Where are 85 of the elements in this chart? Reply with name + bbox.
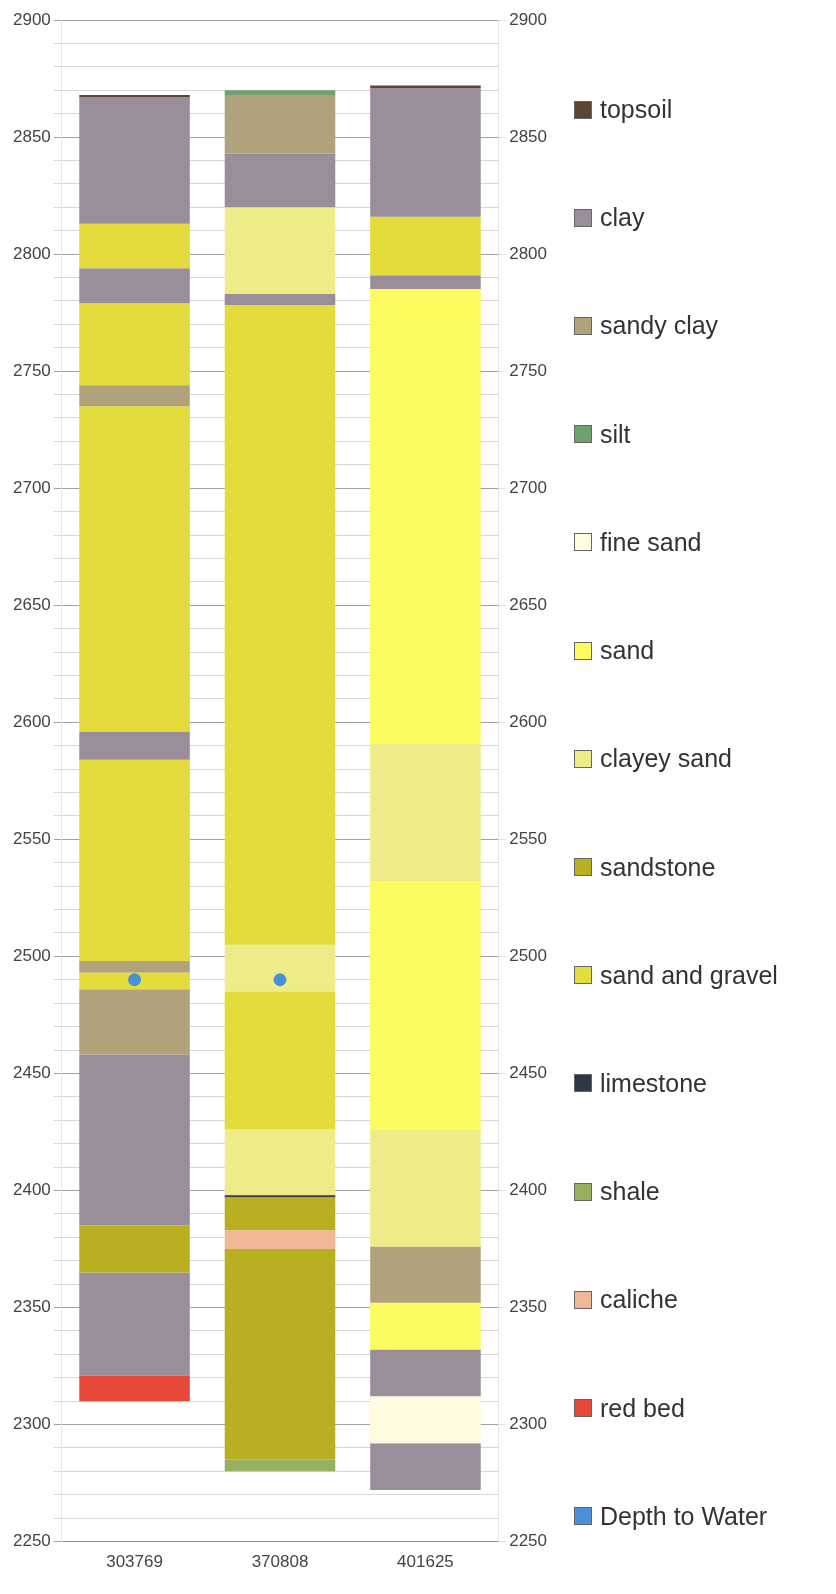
bar <box>370 1349 481 1397</box>
bar <box>224 1129 336 1196</box>
bar <box>224 1459 336 1472</box>
y-tick-label: 2600 <box>12 711 51 731</box>
legend-label: topsoil <box>600 95 673 124</box>
legend-label: silt <box>600 419 631 449</box>
y-tick-label: 2350 <box>12 1297 51 1317</box>
bar <box>79 759 190 962</box>
y-tick-label: 2750 <box>12 360 51 380</box>
bar <box>224 1248 336 1460</box>
y-tick-label: 2900 <box>12 9 51 29</box>
y-tick-label: 2550 <box>12 829 51 849</box>
y2-tick-label: 2450 <box>509 1063 548 1083</box>
y-tick-label: 2400 <box>12 1180 51 1200</box>
legend-label: limestone <box>600 1068 707 1098</box>
legend-label: sandy clay <box>600 311 719 341</box>
y2-tick-label: 2400 <box>509 1180 548 1200</box>
bar <box>370 1246 481 1303</box>
y2-tick-label: 2500 <box>509 946 548 966</box>
bar <box>79 97 190 224</box>
bar <box>79 268 190 304</box>
bar <box>224 94 336 154</box>
bar <box>79 223 190 269</box>
bar <box>79 406 190 732</box>
legend-label: clay <box>600 203 645 233</box>
y2-tick-label: 2850 <box>509 126 548 146</box>
y-tick-label: 2300 <box>12 1414 51 1434</box>
y2-tick-label: 2250 <box>509 1531 548 1551</box>
bar <box>370 1396 481 1444</box>
legend-label: Depth to Water <box>600 1501 768 1531</box>
x-tick-label: 303769 <box>106 1552 163 1572</box>
bar <box>79 303 190 386</box>
bar <box>224 90 336 95</box>
bar <box>224 1230 336 1249</box>
bar <box>370 881 481 1130</box>
y-tick-label: 2700 <box>12 477 51 497</box>
y2-tick-label: 2700 <box>509 477 548 497</box>
y2-tick-label: 2600 <box>509 711 548 731</box>
y-tick-label: 2450 <box>12 1063 51 1083</box>
legend-label: shale <box>600 1177 660 1207</box>
bar <box>370 1302 481 1350</box>
y-tick-label: 2250 <box>12 1531 51 1551</box>
bar <box>79 961 190 973</box>
bar <box>79 1225 190 1273</box>
bar <box>79 1272 190 1376</box>
bar <box>79 385 190 407</box>
bar <box>224 305 336 945</box>
bar <box>370 275 481 290</box>
x-tick-label: 401625 <box>397 1552 454 1572</box>
bar <box>79 989 190 1055</box>
bar <box>224 944 336 992</box>
legend-label: sand and gravel <box>600 960 778 990</box>
y-tick-label: 2650 <box>12 594 51 614</box>
bar <box>224 207 336 294</box>
y2-tick-label: 2750 <box>509 360 548 380</box>
y2-tick-label: 2900 <box>509 9 548 29</box>
bar <box>224 1197 336 1231</box>
bar <box>370 1129 481 1247</box>
y-tick-label: 2800 <box>12 243 51 263</box>
x-tick-label: 370808 <box>251 1552 309 1572</box>
legend-label: clayey sand <box>600 744 733 774</box>
y-tick-label: 2850 <box>12 126 51 146</box>
legend-label: sand <box>600 636 655 666</box>
legend-label: fine sand <box>600 527 702 557</box>
y2-tick-label: 2300 <box>509 1414 548 1434</box>
bar <box>79 1054 190 1226</box>
bar <box>370 216 481 276</box>
y-tick-label: 2500 <box>12 946 51 966</box>
legend-label: red bed <box>600 1393 685 1423</box>
bar <box>79 731 190 760</box>
y2-tick-label: 2650 <box>509 594 548 614</box>
y2-tick-label: 2350 <box>509 1297 548 1317</box>
legend-label: caliche <box>600 1285 678 1315</box>
bar <box>224 153 336 208</box>
bar <box>79 1375 190 1402</box>
legend-label: sandstone <box>600 852 716 882</box>
bar <box>370 1443 481 1491</box>
bar <box>370 87 481 217</box>
y2-tick-label: 2550 <box>509 829 548 849</box>
bar <box>224 293 336 306</box>
bar <box>224 991 336 1130</box>
bar <box>370 289 481 744</box>
bar <box>370 743 481 882</box>
y2-tick-label: 2800 <box>509 243 548 263</box>
bar <box>79 972 190 990</box>
